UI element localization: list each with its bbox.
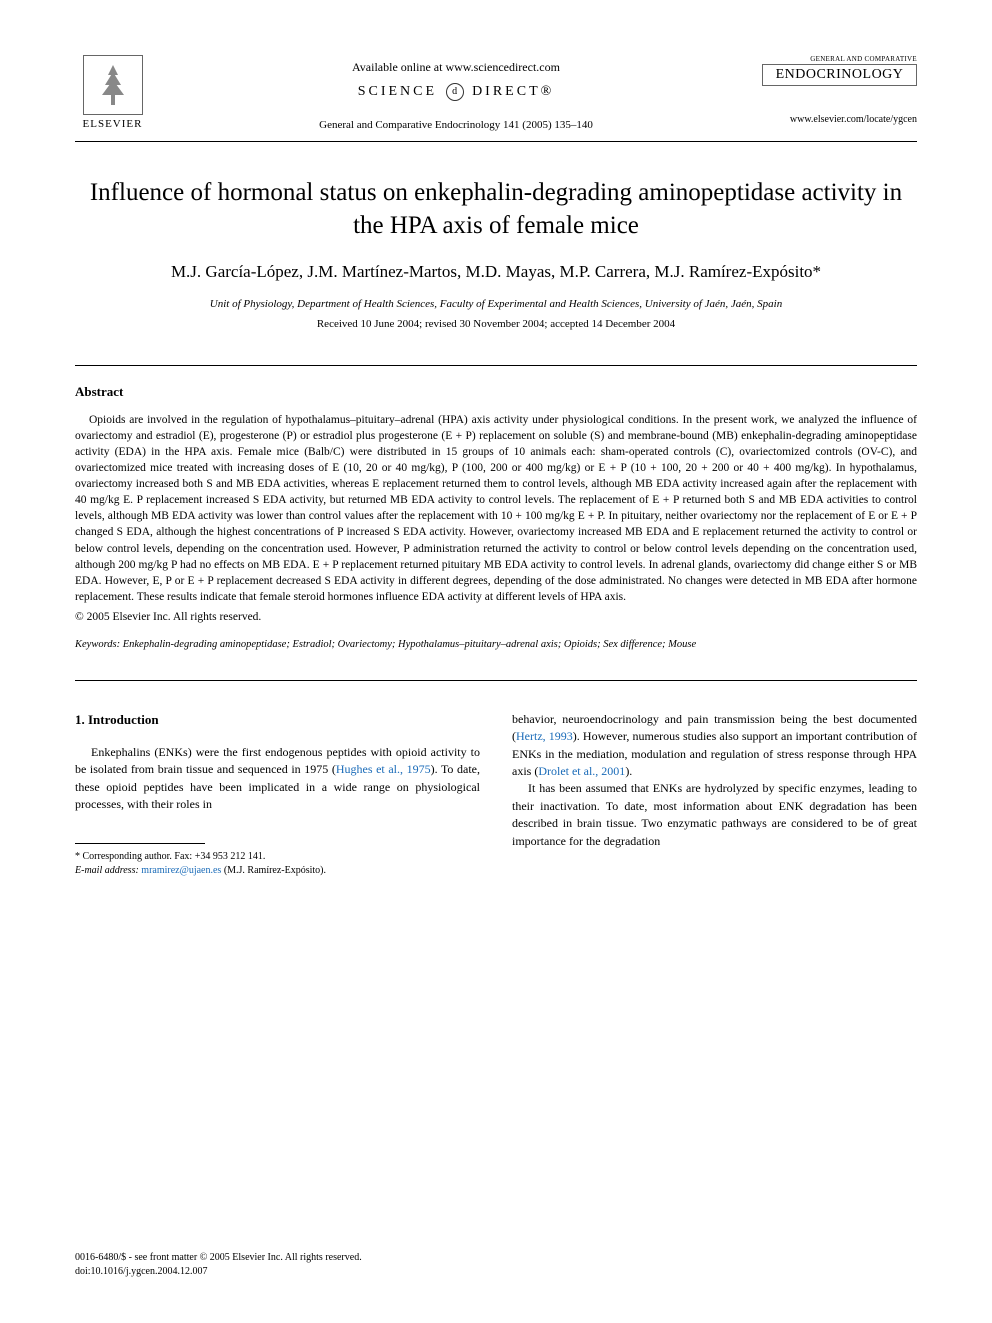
available-online-text: Available online at www.sciencedirect.co…: [150, 60, 762, 75]
sd-icon: d: [446, 83, 464, 101]
post-keywords-rule: [75, 680, 917, 681]
article-dates: Received 10 June 2004; revised 30 Novemb…: [75, 318, 917, 330]
sd-text-1: SCIENCE: [358, 84, 437, 99]
tree-icon: [88, 60, 138, 110]
email-label: E-mail address:: [75, 865, 139, 876]
journal-url: www.elsevier.com/locate/ygcen: [762, 114, 917, 125]
article-title: Influence of hormonal status on enkephal…: [75, 177, 917, 242]
keywords-list: Enkephalin-degrading aminopeptidase; Est…: [120, 639, 696, 650]
email-after: (M.J. Ramírez-Expósito).: [221, 865, 326, 876]
center-header: Available online at www.sciencedirect.co…: [150, 55, 762, 136]
footnote-separator: [75, 843, 205, 844]
citation-hughes[interactable]: Hughes et al., 1975: [336, 762, 431, 776]
intro-paragraph-1: Enkephalins (ENKs) were the first endoge…: [75, 744, 480, 814]
intro-paragraph-2: It has been assumed that ENKs are hydrol…: [512, 780, 917, 850]
sciencedirect-logo: SCIENCE d DIRECT®: [150, 83, 762, 101]
gce-label-1: GENERAL AND COMPARATIVE: [762, 55, 917, 63]
body-columns: 1. Introduction Enkephalins (ENKs) were …: [75, 711, 917, 878]
affiliation: Unit of Physiology, Department of Health…: [75, 298, 917, 310]
footer-doi: doi:10.1016/j.ygcen.2004.12.007: [75, 1265, 917, 1279]
author-list: M.J. García-López, J.M. Martínez-Martos,…: [75, 260, 917, 284]
abstract-body: Opioids are involved in the regulation o…: [75, 412, 917, 605]
intro-paragraph-1-cont: behavior, neuroendocrinology and pain tr…: [512, 711, 917, 781]
elsevier-label: ELSEVIER: [83, 118, 143, 130]
pre-abstract-rule: [75, 365, 917, 366]
elsevier-logo: ELSEVIER: [75, 55, 150, 130]
keywords-label: Keywords:: [75, 639, 120, 650]
sd-text-2: DIRECT®: [472, 84, 554, 99]
citation-hertz[interactable]: Hertz, 1993: [516, 729, 573, 743]
endocrinology-label: ENDOCRINOLOGY: [762, 64, 917, 86]
copyright-line: © 2005 Elsevier Inc. All rights reserved…: [75, 611, 917, 623]
journal-logo-block: GENERAL AND COMPARATIVE ENDOCRINOLOGY ww…: [762, 55, 917, 125]
left-column: 1. Introduction Enkephalins (ENKs) were …: [75, 711, 480, 878]
introduction-heading: 1. Introduction: [75, 711, 480, 730]
page-header: ELSEVIER Available online at www.science…: [75, 55, 917, 136]
corresponding-author-footnote: * Corresponding author. Fax: +34 953 212…: [75, 850, 480, 878]
header-rule: [75, 141, 917, 142]
email-link[interactable]: mramirez@ujaen.es: [141, 865, 221, 876]
journal-reference: General and Comparative Endocrinology 14…: [150, 119, 762, 131]
abstract-heading: Abstract: [75, 384, 917, 400]
elsevier-tree-icon: [83, 55, 143, 115]
footnote-fax: * Corresponding author. Fax: +34 953 212…: [75, 850, 480, 864]
page-footer: 0016-6480/$ - see front matter © 2005 El…: [75, 1251, 917, 1278]
intro-col2-text-1c: ).: [625, 764, 632, 778]
footnote-email-line: E-mail address: mramirez@ujaen.es (M.J. …: [75, 864, 480, 878]
footer-issn: 0016-6480/$ - see front matter © 2005 El…: [75, 1251, 917, 1265]
right-column: behavior, neuroendocrinology and pain tr…: [512, 711, 917, 878]
keywords-line: Keywords: Enkephalin-degrading aminopept…: [75, 639, 917, 650]
citation-drolet[interactable]: Drolet et al., 2001: [538, 764, 625, 778]
